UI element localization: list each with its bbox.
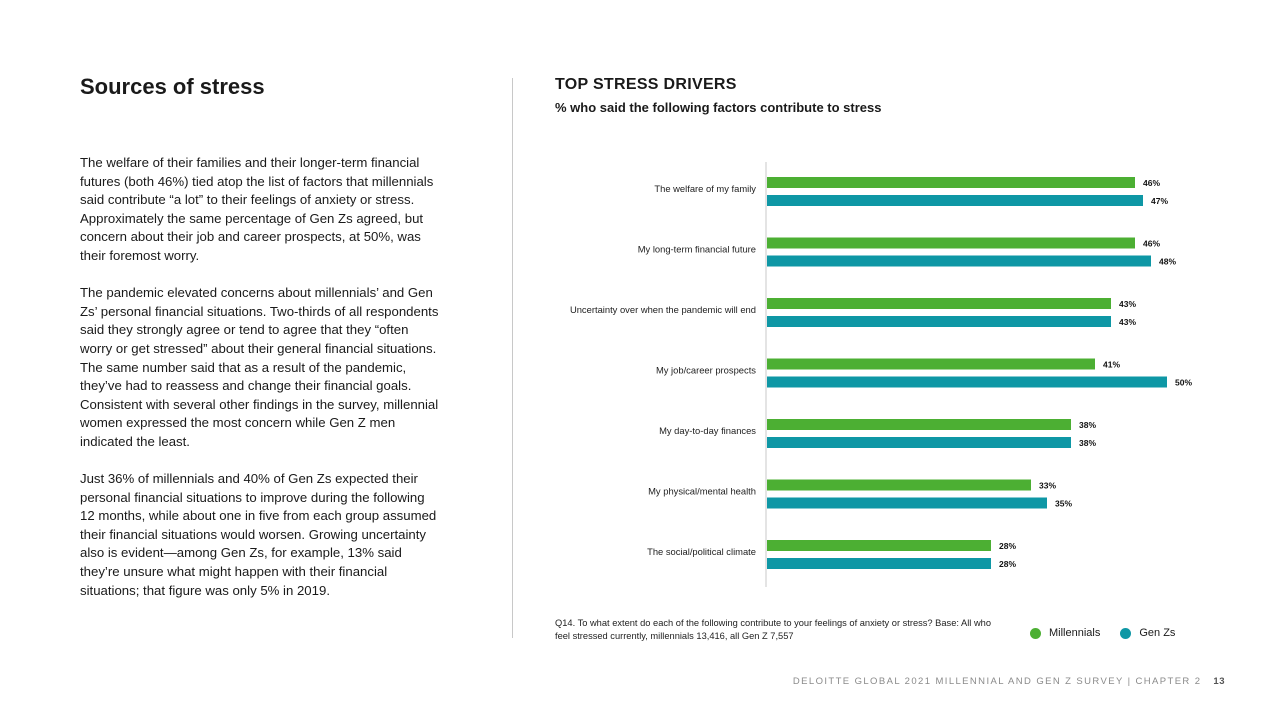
page-title: Sources of stress xyxy=(80,74,265,99)
data-label: 38% xyxy=(1079,420,1096,430)
legend-swatch-genz xyxy=(1120,627,1132,639)
data-label: 41% xyxy=(1103,360,1120,370)
bar-genz xyxy=(767,376,1167,388)
category-label: The social/political climate xyxy=(647,546,756,557)
paragraph-3: Just 36% of millennials and 40% of Gen Z… xyxy=(80,471,437,598)
bar-millennials xyxy=(767,358,1095,370)
bar-millennials xyxy=(767,419,1071,430)
bar-genz xyxy=(767,316,1111,327)
bar-genz xyxy=(767,558,991,569)
data-label: 48% xyxy=(1159,257,1176,267)
legend-item-genz: Gen Zs xyxy=(1120,627,1175,639)
legend-swatch-millennials xyxy=(1030,627,1041,639)
data-label: 38% xyxy=(1079,438,1096,448)
bar-millennials xyxy=(767,237,1135,249)
bar-millennials xyxy=(767,479,1031,491)
legend-item-millennials: Millennials xyxy=(1030,627,1100,639)
chart-legend: Millennials Gen Zs xyxy=(1030,627,1175,639)
data-label: 47% xyxy=(1151,196,1168,206)
category-label: My day-to-day finances xyxy=(659,425,756,436)
category-label: Uncertainty over when the pandemic will … xyxy=(570,304,756,315)
data-label: 35% xyxy=(1055,499,1072,509)
data-label: 28% xyxy=(999,559,1016,569)
paragraph-2: The pandemic elevated concerns about mil… xyxy=(80,285,439,449)
bar-millennials xyxy=(767,540,991,551)
column-divider xyxy=(512,78,513,638)
body-text: The welfare of their families and their … xyxy=(80,154,442,619)
chart-footnote: Q14. To what extent do each of the follo… xyxy=(555,618,991,641)
bar-genz xyxy=(767,437,1071,448)
chart-title: TOP STRESS DRIVERS xyxy=(555,76,737,93)
legend-label-millennials: Millennials xyxy=(1049,627,1101,639)
data-label: 33% xyxy=(1039,481,1056,491)
category-label: My job/career prospects xyxy=(656,365,756,376)
page-footer: DELOITTE GLOBAL 2021 MILLENNIAL AND GEN … xyxy=(793,676,1225,687)
bar-genz xyxy=(767,497,1047,509)
footer-text: DELOITTE GLOBAL 2021 MILLENNIAL AND GEN … xyxy=(792,676,1202,687)
bar-genz xyxy=(767,255,1151,267)
bar-millennials xyxy=(767,298,1111,309)
data-label: 43% xyxy=(1119,317,1136,327)
data-label: 46% xyxy=(1143,178,1160,188)
category-label: The welfare of my family xyxy=(654,183,756,194)
legend-label-genz: Gen Zs xyxy=(1139,627,1176,639)
paragraph-1: The welfare of their families and their … xyxy=(80,155,434,263)
bar-genz xyxy=(767,195,1143,206)
bar-millennials xyxy=(767,177,1135,188)
data-label: 28% xyxy=(999,541,1016,551)
data-label: 50% xyxy=(1175,378,1192,388)
category-label: My long-term financial future xyxy=(638,244,756,255)
chart-subtitle: % who said the following factors contrib… xyxy=(555,100,882,115)
data-label: 43% xyxy=(1119,299,1136,309)
page-number: 13 xyxy=(1213,676,1225,687)
category-label: My physical/mental health xyxy=(648,486,756,497)
data-label: 46% xyxy=(1143,239,1160,249)
